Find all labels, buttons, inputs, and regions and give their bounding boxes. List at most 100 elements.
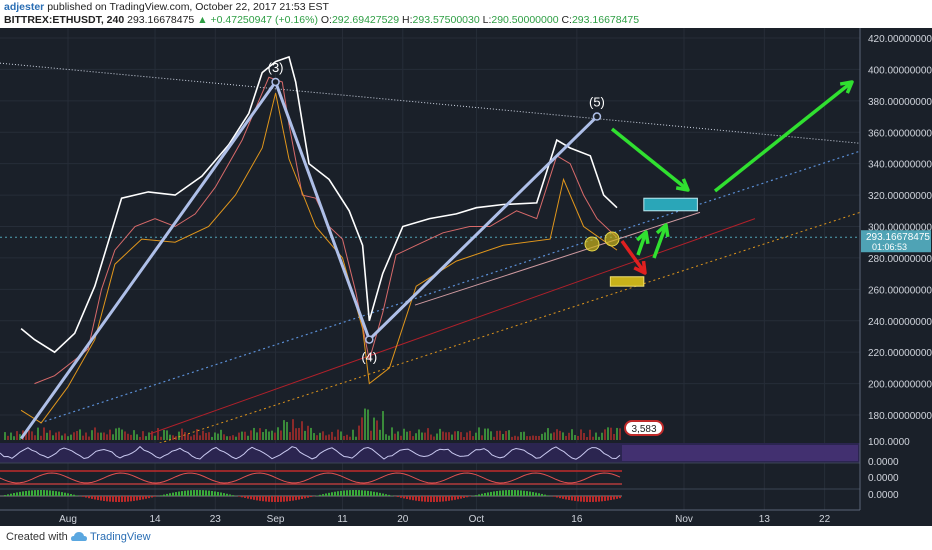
volume-bar [325,435,327,440]
macd-bar [10,493,12,496]
macd-bar [214,491,216,496]
macd-bar [22,491,24,496]
volume-bar [589,429,591,440]
macd-bar [196,490,198,496]
macd-bar [265,496,267,502]
volume-bar [385,434,387,440]
volume-bar [205,432,207,440]
arrow-bounce-2-head [635,230,650,245]
volume-bar [457,431,459,440]
volume-bar [118,427,120,440]
price-tick-label: 420.00000000 [868,34,932,45]
macd-bar [271,496,273,502]
macd-bar [49,490,51,496]
volume-bar [586,436,588,440]
macd-bar [229,494,231,496]
orange-band [20,92,618,424]
wave-point [271,77,280,87]
volume-bar [181,428,183,440]
macd-bar [442,496,444,502]
macd-bar [193,490,195,496]
time-tick-label: Aug [59,514,77,525]
macd-bar [13,493,15,496]
time-axis[interactable]: Aug 14 23 Sep 11 20 Oct 16 Nov 13 22 [0,509,860,526]
macd-bar [154,496,156,497]
close-label: C: [561,14,572,26]
macd-bar [91,496,93,499]
volume-bar [67,436,69,440]
volume-bar [211,436,213,440]
volume-bar [592,436,594,440]
macd-bar [379,492,381,496]
tradingview-brand[interactable]: TradingView [90,531,151,543]
volume-bar [142,431,144,440]
macd-bar [403,496,405,499]
volume-bar [460,432,462,440]
price-tick-label: 180.00000000 [868,411,932,422]
wave-path [19,78,599,440]
macd-bar [364,490,366,496]
trendlines [0,62,861,447]
volume-bar [343,435,345,440]
price-tick-label: 200.00000000 [868,380,932,391]
elliott-wave: (3) (4) (5) [19,60,605,440]
volume-bar [403,428,405,440]
volume-bar [535,435,537,440]
footer: Created with TradingView [0,526,932,550]
volume-bar [214,432,216,440]
volume-bar [244,431,246,440]
highlight-circle [584,236,600,252]
volume-bar [52,435,54,440]
volume-bar [220,429,222,440]
volume-bar [97,432,99,440]
macd-bar [121,496,123,502]
last-price-label: 293.16678475 [866,232,930,243]
volume-bar [583,433,585,440]
volume-bar [571,429,573,440]
volume-bar [193,434,195,440]
macd-bar [262,496,264,502]
volume-bar [16,431,18,440]
volume-bar [562,432,564,440]
macd-bar [367,490,369,496]
volume-bar [271,430,273,440]
volume-bar [217,433,219,440]
volume-bar [532,435,534,440]
macd-bar [397,496,399,498]
macd-bar [286,496,288,502]
author-link[interactable]: adjester [4,1,45,13]
published-text: published on TradingView.com, October 22… [47,1,329,13]
macd-bar [505,490,507,496]
low-value: 290.50000000 [491,14,559,26]
target-zone [643,197,698,212]
price-chart[interactable]: (3) (4) (5) 3,583 420.00000000 400.00000000… [0,28,932,526]
volume-bar [448,432,450,440]
price-tick-label: 300.00000000 [868,223,932,234]
close-value: 293.16678475 [571,14,640,26]
volume-bar [280,430,282,440]
chart-area[interactable]: (3) (4) (5) 3,583 420.00000000 400.00000000… [0,28,932,526]
time-tick-label: 14 [149,514,161,525]
volume-bar [412,436,414,440]
arrow-drop [620,239,647,275]
white-band [20,55,618,354]
volume-bar [406,431,408,440]
macd-bar [298,496,300,500]
volume-bar [367,409,369,440]
volume-bar [376,420,378,440]
volume-bar [166,430,168,440]
volume-bar [250,430,252,440]
volume-bar [421,432,423,440]
volume-bar [559,430,561,440]
macd-bar [334,491,336,496]
tradingview-cloud-icon [71,532,87,541]
macd-bar [583,496,585,502]
volume-bar [601,432,603,440]
volume-bar [58,431,60,440]
volume-bar [430,434,432,440]
price-axis[interactable]: 420.00000000 400.00000000 380.00000000 360.… [859,28,932,526]
macd-bar [436,496,438,502]
volume-bar [595,432,597,440]
macd-bar [19,491,21,496]
high-value: 293.57500030 [412,14,480,26]
